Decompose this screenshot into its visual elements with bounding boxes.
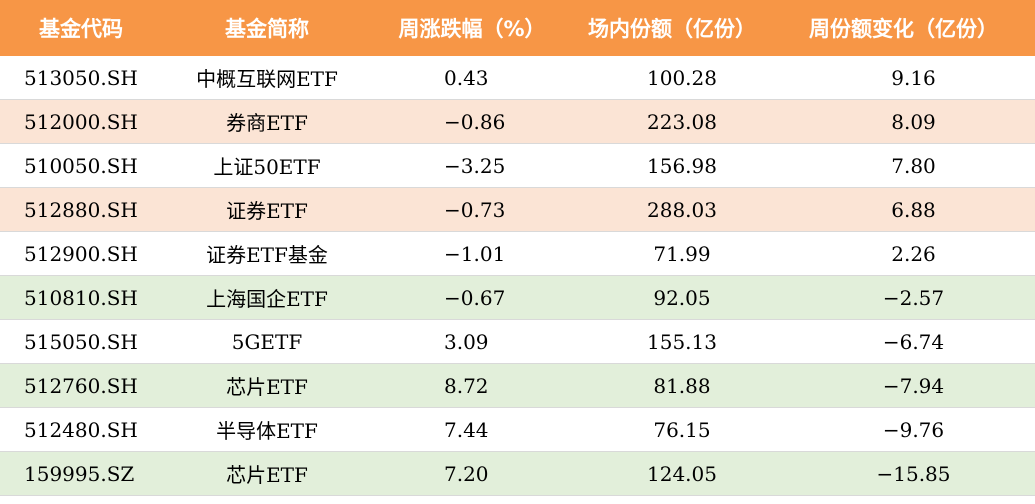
weekly-change-cell: −0.86: [372, 99, 572, 144]
fund-code-cell: 510810.SH: [0, 275, 162, 320]
fund-name-cell: 半导体ETF: [162, 407, 372, 452]
header-fund-code: 基金代码: [0, 0, 162, 56]
fund-name-cell: 上证50ETF: [162, 143, 372, 188]
fund-name-cell: 证券ETF基金: [162, 231, 372, 276]
weekly-share-change-cell: 2.26: [772, 231, 1035, 276]
table-row: 512760.SH 芯片ETF 8.72 81.88 −7.94: [0, 363, 1035, 408]
onfloor-shares-cell: 124.05: [572, 451, 772, 496]
header-row: 基金代码 基金简称 周涨跌幅（%） 场内份额（亿份） 周份额变化（亿份）: [0, 0, 1035, 56]
onfloor-shares-cell: 155.13: [572, 319, 772, 364]
table-row: 512880.SH 证券ETF −0.73 288.03 6.88: [0, 187, 1035, 232]
weekly-share-change-cell: −6.74: [772, 319, 1035, 364]
fund-name-cell: 芯片ETF: [162, 451, 372, 496]
fund-code-cell: 159995.SZ: [0, 451, 162, 496]
fund-code-cell: 512000.SH: [0, 99, 162, 144]
header-onfloor-shares: 场内份额（亿份）: [572, 0, 772, 56]
onfloor-shares-cell: 92.05: [572, 275, 772, 320]
weekly-change-cell: −3.25: [372, 143, 572, 188]
header-weekly-change: 周涨跌幅（%）: [372, 0, 572, 56]
fund-name-cell: 上海国企ETF: [162, 275, 372, 320]
table-body: 513050.SH 中概互联网ETF 0.43 100.28 9.16 5120…: [0, 56, 1035, 496]
onfloor-shares-cell: 81.88: [572, 363, 772, 408]
fund-code-cell: 513050.SH: [0, 56, 162, 100]
fund-code-cell: 512760.SH: [0, 363, 162, 408]
onfloor-shares-cell: 156.98: [572, 143, 772, 188]
weekly-change-cell: 3.09: [372, 319, 572, 364]
fund-code-cell: 515050.SH: [0, 319, 162, 364]
weekly-share-change-cell: 8.09: [772, 99, 1035, 144]
table-row: 515050.SH 5GETF 3.09 155.13 −6.74: [0, 319, 1035, 364]
header-fund-name: 基金简称: [162, 0, 372, 56]
fund-name-cell: 证券ETF: [162, 187, 372, 232]
fund-name-cell: 中概互联网ETF: [162, 56, 372, 100]
weekly-change-cell: 7.20: [372, 451, 572, 496]
fund-name-cell: 芯片ETF: [162, 363, 372, 408]
weekly-share-change-cell: −7.94: [772, 363, 1035, 408]
table-row: 512900.SH 证券ETF基金 −1.01 71.99 2.26: [0, 231, 1035, 276]
weekly-change-cell: 8.72: [372, 363, 572, 408]
weekly-change-cell: −0.67: [372, 275, 572, 320]
weekly-share-change-cell: −2.57: [772, 275, 1035, 320]
fund-code-cell: 510050.SH: [0, 143, 162, 188]
fund-name-cell: 券商ETF: [162, 99, 372, 144]
table-row: 159995.SZ 芯片ETF 7.20 124.05 −15.85: [0, 451, 1035, 496]
weekly-share-change-cell: −15.85: [772, 451, 1035, 496]
table-row: 513050.SH 中概互联网ETF 0.43 100.28 9.16: [0, 56, 1035, 100]
fund-name-cell: 5GETF: [162, 319, 372, 364]
fund-code-cell: 512900.SH: [0, 231, 162, 276]
weekly-share-change-cell: 6.88: [772, 187, 1035, 232]
weekly-change-cell: −0.73: [372, 187, 572, 232]
weekly-share-change-cell: 9.16: [772, 56, 1035, 100]
table-row: 512480.SH 半导体ETF 7.44 76.15 −9.76: [0, 407, 1035, 452]
onfloor-shares-cell: 100.28: [572, 56, 772, 100]
table-header: 基金代码 基金简称 周涨跌幅（%） 场内份额（亿份） 周份额变化（亿份）: [0, 0, 1035, 56]
weekly-share-change-cell: 7.80: [772, 143, 1035, 188]
weekly-change-cell: −1.01: [372, 231, 572, 276]
onfloor-shares-cell: 71.99: [572, 231, 772, 276]
table-row: 510050.SH 上证50ETF −3.25 156.98 7.80: [0, 143, 1035, 188]
fund-code-cell: 512480.SH: [0, 407, 162, 452]
weekly-change-cell: 7.44: [372, 407, 572, 452]
table-row: 510810.SH 上海国企ETF −0.67 92.05 −2.57: [0, 275, 1035, 320]
table-row: 512000.SH 券商ETF −0.86 223.08 8.09: [0, 99, 1035, 144]
onfloor-shares-cell: 288.03: [572, 187, 772, 232]
weekly-share-change-cell: −9.76: [772, 407, 1035, 452]
fund-code-cell: 512880.SH: [0, 187, 162, 232]
header-weekly-share-change: 周份额变化（亿份）: [772, 0, 1035, 56]
onfloor-shares-cell: 223.08: [572, 99, 772, 144]
weekly-change-cell: 0.43: [372, 56, 572, 100]
onfloor-shares-cell: 76.15: [572, 407, 772, 452]
